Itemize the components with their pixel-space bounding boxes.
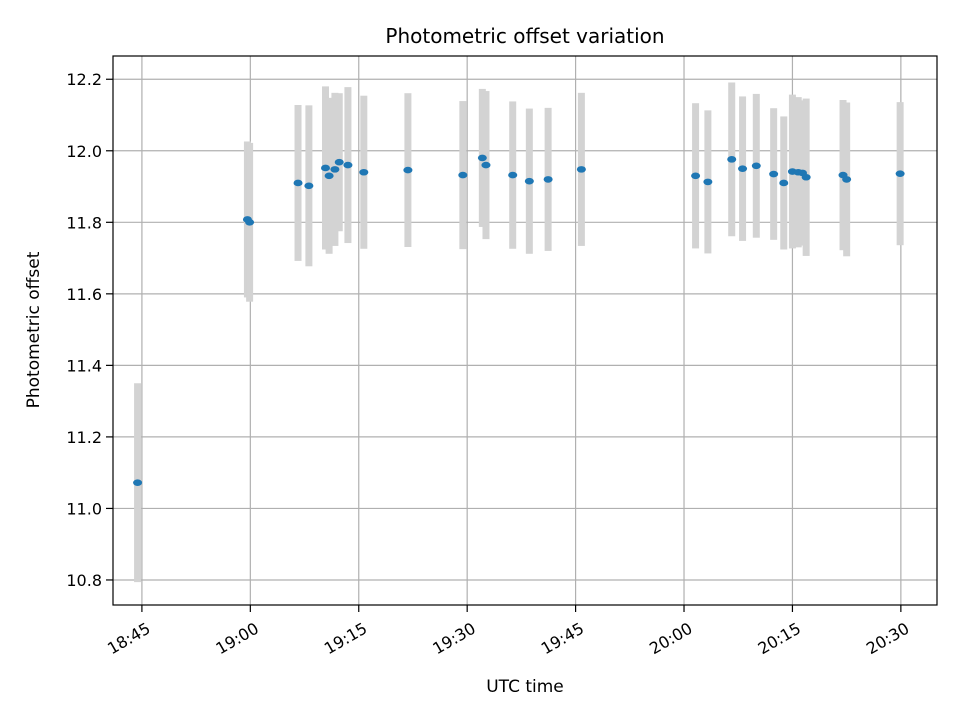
data-point — [769, 170, 779, 178]
data-point — [321, 164, 331, 172]
chart-title: Photometric offset variation — [385, 24, 664, 48]
y-tick-label: 12.0 — [66, 142, 102, 161]
y-tick-label: 11.6 — [66, 285, 102, 304]
data-point — [703, 178, 713, 186]
data-point — [343, 161, 353, 169]
data-point — [293, 179, 303, 187]
y-axis-label: Photometric offset — [24, 251, 44, 408]
data-point — [801, 173, 811, 181]
data-point — [508, 171, 518, 179]
data-point — [330, 166, 340, 173]
y-tick-label: 11.4 — [66, 356, 102, 375]
data-point — [751, 162, 761, 170]
data-point — [133, 479, 143, 486]
plot-frame — [112, 55, 938, 606]
data-point — [543, 176, 553, 183]
data-point — [245, 219, 255, 226]
data-point — [738, 165, 748, 172]
y-tick-label: 12.2 — [66, 70, 102, 89]
y-tick-label: 10.8 — [66, 571, 102, 590]
data-point — [359, 168, 369, 176]
x-axis-label: UTC time — [486, 677, 564, 697]
data-point — [727, 156, 737, 163]
data-point — [576, 166, 586, 173]
y-tick-label: 11.0 — [66, 499, 102, 518]
data-point — [842, 176, 852, 183]
data-point — [895, 170, 905, 177]
data-point — [524, 177, 534, 185]
data-point — [481, 161, 491, 169]
data-point — [691, 172, 701, 180]
y-axis: 10.8 11.0 11.2 11.4 11.6 11.8 12.0 12.2 — [66, 70, 113, 590]
data-point — [334, 158, 344, 166]
data-point — [477, 154, 487, 162]
data-points — [133, 154, 905, 486]
data-point — [324, 172, 334, 180]
data-point — [779, 179, 789, 187]
data-point — [403, 166, 413, 174]
y-tick-label: 11.2 — [66, 428, 102, 447]
y-tick-label: 11.8 — [66, 213, 102, 232]
data-point — [458, 171, 468, 179]
data-point — [304, 182, 314, 190]
